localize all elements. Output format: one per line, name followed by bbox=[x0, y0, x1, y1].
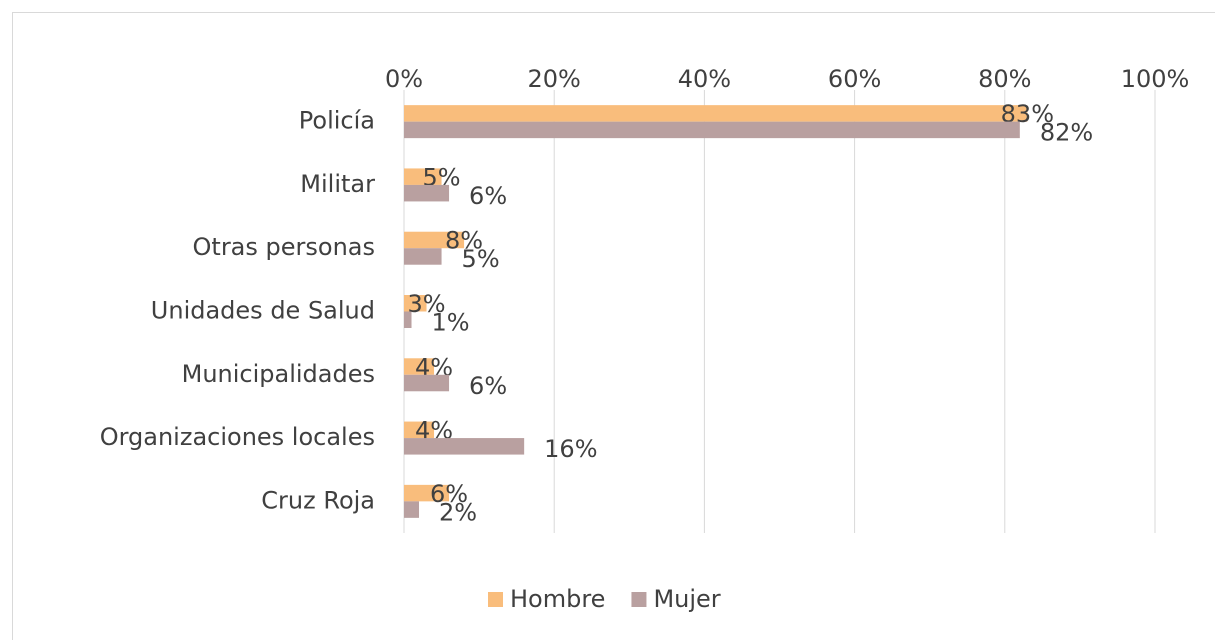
bar bbox=[404, 311, 412, 328]
data-label: 82% bbox=[1040, 119, 1093, 147]
x-tick-label: 40% bbox=[678, 65, 731, 93]
bar bbox=[404, 295, 427, 312]
y-tick-label: Policía bbox=[299, 107, 375, 135]
data-label: 1% bbox=[432, 309, 470, 337]
legend-label: Mujer bbox=[653, 585, 720, 613]
data-label: 6% bbox=[430, 480, 468, 508]
x-tick-label: 0% bbox=[385, 65, 423, 93]
legend-swatch bbox=[631, 592, 647, 607]
bar bbox=[404, 184, 450, 202]
bar bbox=[404, 501, 420, 518]
x-tick-label: 20% bbox=[528, 65, 581, 93]
data-label: 3% bbox=[407, 290, 445, 318]
y-tick-label: Unidades de Salud bbox=[151, 297, 375, 325]
y-tick-label: Cruz Roja bbox=[261, 486, 375, 514]
bar bbox=[404, 248, 442, 265]
data-label: 6% bbox=[469, 372, 507, 400]
x-tick-label: 60% bbox=[828, 65, 881, 93]
bar bbox=[404, 121, 1020, 139]
bar bbox=[404, 231, 465, 249]
y-tick-label: Organizaciones locales bbox=[100, 423, 375, 451]
y-tick-label: Militar bbox=[300, 170, 375, 198]
data-label: 2% bbox=[439, 498, 477, 526]
bar bbox=[404, 421, 435, 439]
legend-label: Hombre bbox=[510, 585, 605, 613]
data-label: 5% bbox=[462, 245, 500, 273]
x-tick-label: 80% bbox=[978, 65, 1031, 93]
bar bbox=[404, 484, 450, 502]
y-tick-label: Municipalidades bbox=[182, 360, 375, 388]
bar bbox=[404, 374, 450, 392]
bar bbox=[404, 438, 525, 455]
data-label: 16% bbox=[544, 435, 597, 463]
data-label: 6% bbox=[469, 182, 507, 210]
bar bbox=[404, 105, 1028, 122]
bar bbox=[404, 358, 435, 375]
y-tick-label: Otras personas bbox=[193, 233, 375, 261]
data-label: 8% bbox=[445, 227, 483, 255]
x-tick-label: 100% bbox=[1121, 65, 1190, 93]
bar bbox=[404, 168, 442, 185]
legend-swatch bbox=[488, 592, 503, 607]
